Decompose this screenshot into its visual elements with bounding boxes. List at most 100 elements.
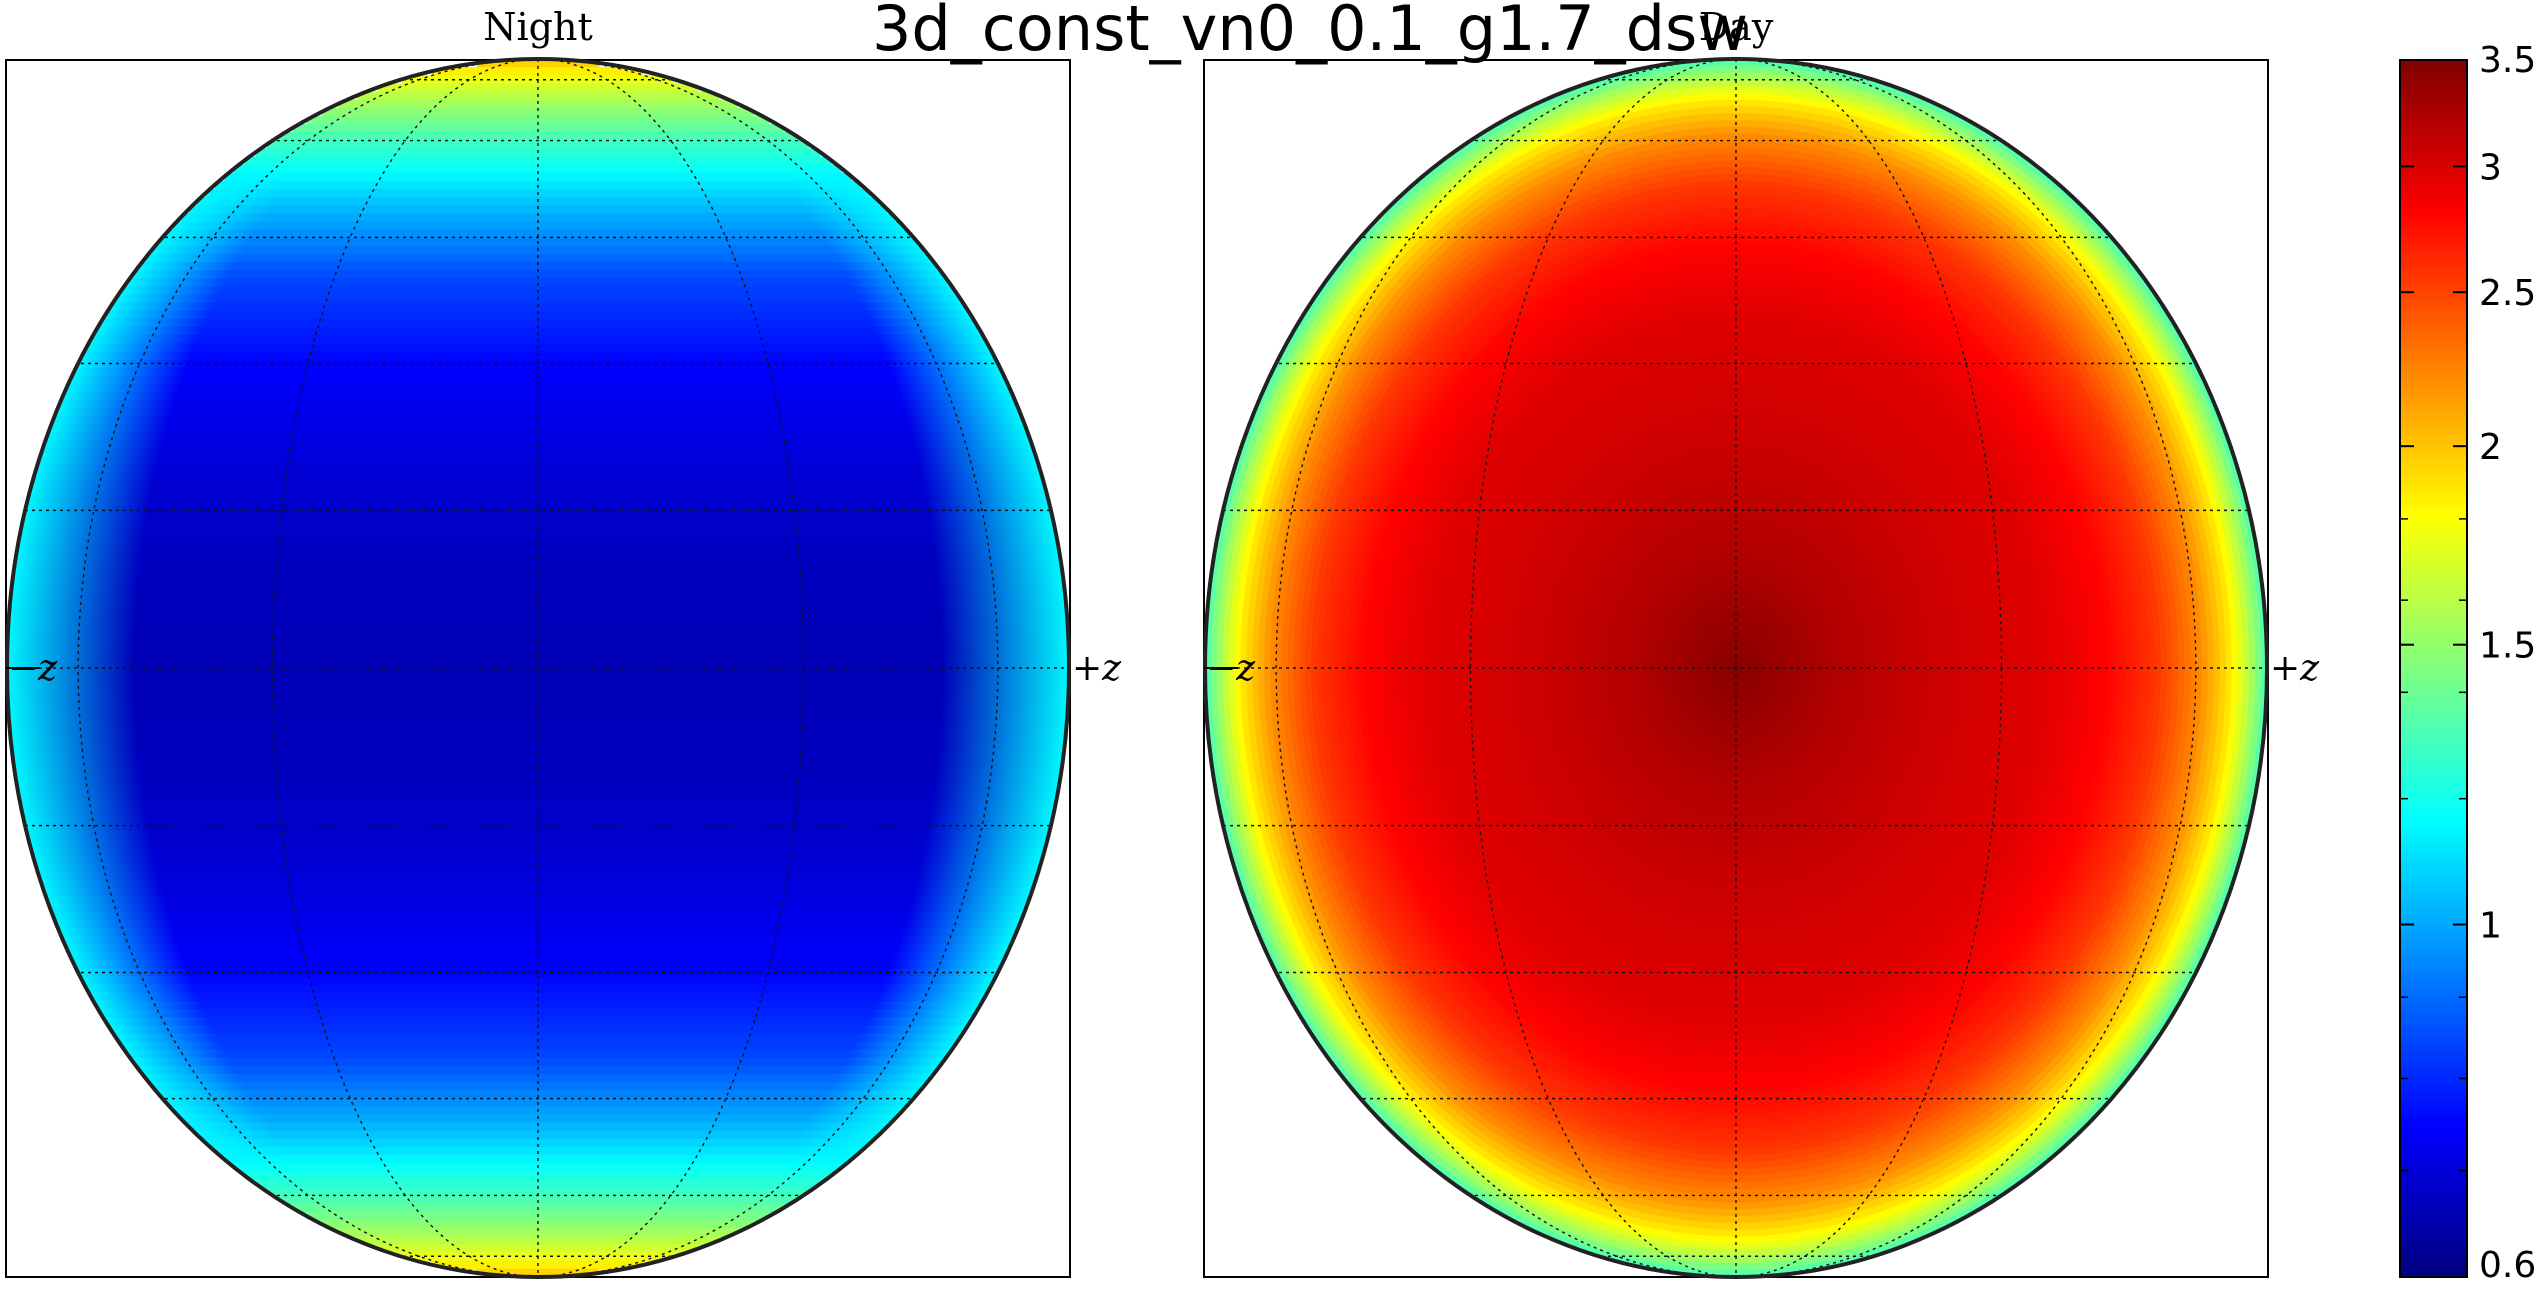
night-band [8,716,1068,726]
night-band [321,107,755,117]
night-band [52,911,1024,921]
night-band [105,310,971,320]
night-band [476,59,600,69]
day-panel: Day −z +z [1203,5,2320,1279]
night-band [15,773,1061,783]
night-band [205,1138,871,1149]
night-band [267,1187,809,1197]
night-band [224,172,852,182]
night-band [41,879,1035,889]
night-panel: Night −z +z [5,5,1122,1279]
night-band [8,708,1068,718]
night-band [197,1130,879,1140]
night-band [244,1171,832,1181]
night-band [234,164,842,174]
night-band [74,367,1002,377]
day-meridian [1275,59,2197,1277]
night-band [110,302,966,312]
colorbar-gradient [2399,59,2468,1278]
night-band [31,481,1045,491]
night-band [115,1033,961,1043]
night-band [244,156,832,166]
night-band [180,1114,896,1124]
night-band [62,935,1014,946]
night-band [12,578,1064,588]
night-band [7,659,1069,669]
night-band [56,919,1020,929]
day-panel-title: Day [1699,5,1774,49]
night-band [356,1236,720,1246]
night-minus-z-label: −z [8,648,58,689]
night-graticule [7,59,1069,1277]
night-band [432,67,644,77]
night-band [10,732,1066,743]
night-band [36,465,1040,475]
night-band [321,1220,755,1230]
night-band [151,1082,925,1092]
night-band [7,684,1069,694]
night-band [20,529,1056,540]
day-graticule [1205,59,2267,1277]
night-band [105,1017,971,1027]
night-band [70,375,1006,385]
night-band [188,1122,888,1132]
night-band [21,521,1055,531]
night-band [100,318,976,328]
night-panel-title: Night [483,5,592,49]
night-band [139,262,937,272]
night-band [59,927,1017,937]
night-band [9,724,1067,734]
night-band [23,513,1053,523]
night-band [33,473,1043,483]
night-meridian [77,59,999,1277]
colorbar-tick-label: 1.5 [2479,626,2536,667]
night-band [173,221,903,231]
colorbar: 1 1.5 2 2.5 3 3.5 0.6 [2399,40,2536,1286]
night-band [56,408,1020,418]
night-band [38,456,1038,466]
night-band [52,416,1024,426]
night-band [86,984,990,994]
night-band [180,213,896,223]
night-band [38,871,1038,881]
night-band [292,123,784,134]
figure-title: 3d_const_vn0_0.1_g1.7_dsw [872,0,1748,65]
night-band [25,822,1051,832]
night-band [7,627,1069,637]
night-band [49,424,1027,434]
night-band [14,562,1062,572]
night-band [110,1025,966,1035]
night-band [17,781,1059,791]
night-band [36,862,1040,872]
night-band [255,1179,821,1189]
night-band [27,830,1049,840]
colorbar-tick-label: 0.6 [2479,1245,2536,1286]
night-band [7,668,1069,678]
night-band [23,814,1053,824]
day-meridian [1469,59,2003,1277]
colorbar-tick-label: 3.5 [2479,40,2536,81]
night-band [8,611,1068,621]
night-band [145,253,931,263]
colorbar-tick-label: 2 [2479,427,2502,468]
colorbar-tick-label: 1 [2479,905,2502,946]
night-band [139,1065,937,1075]
night-band [158,1090,918,1100]
night-band [188,205,888,215]
night-band [95,326,981,337]
night-band [13,570,1063,580]
night-plus-z-label: +z [1072,648,1122,689]
colorbar-ticks: 1 1.5 2 2.5 3 3.5 0.6 [2400,40,2536,1286]
colorbar-tick-label: 3 [2479,147,2502,188]
night-band [7,676,1069,686]
night-band [14,765,1062,775]
day-minus-z-label: −z [1206,648,1256,689]
night-band [8,619,1068,629]
night-band [43,887,1033,897]
night-band [127,278,949,288]
day-plus-z-label: +z [2270,648,2320,689]
night-band [338,1228,738,1238]
colorbar-tick-label: 2.5 [2479,273,2536,314]
night-meridian [271,59,805,1277]
